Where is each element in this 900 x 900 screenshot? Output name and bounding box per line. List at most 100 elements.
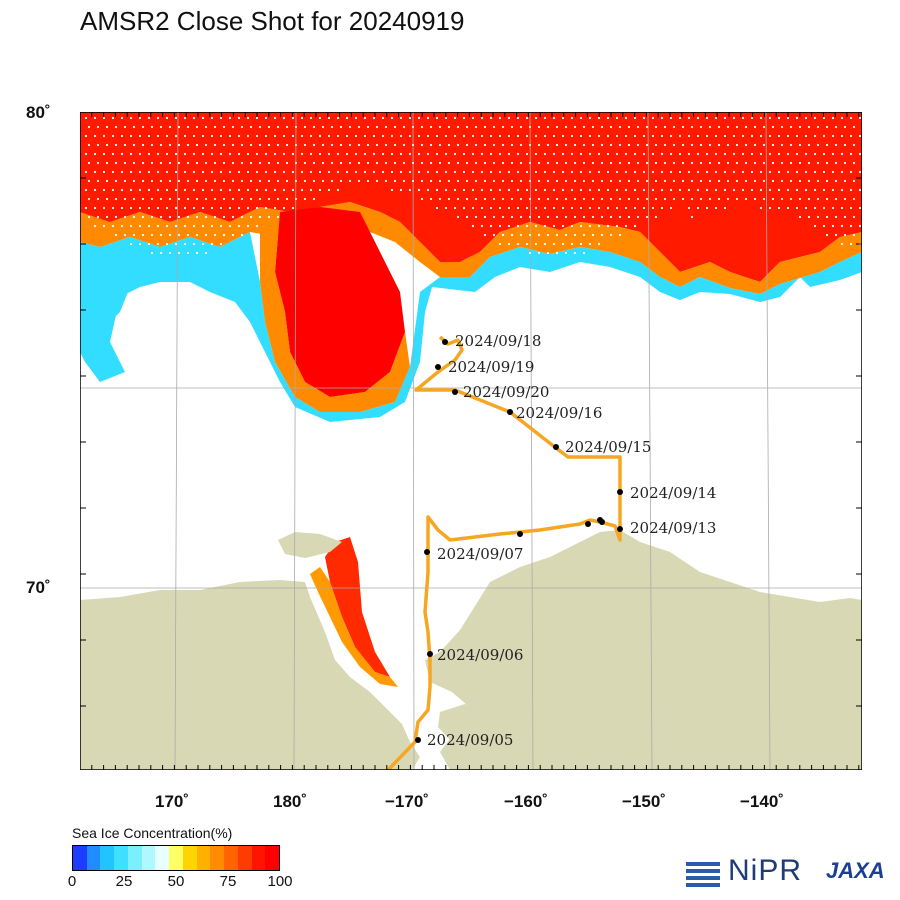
ice-dot [561,134,565,138]
ice-dot [123,197,127,201]
ice-dot [267,143,271,147]
ice-dot [753,179,757,183]
ice-dot [579,206,583,210]
ice-dot [537,197,541,201]
ice-dot [258,161,262,165]
ice-dot [240,143,244,147]
ice-dot [84,134,88,138]
ice-dot [282,188,286,192]
ice-dot [345,170,349,174]
ice-dot [438,179,442,183]
ice-dot [420,161,424,165]
ice-dot [462,116,466,120]
ice-dot [498,242,502,246]
track-point-marker [517,531,523,537]
ice-dot [435,152,439,156]
ice-dot [480,188,484,192]
ice-dot [372,134,376,138]
ice-dot [822,152,826,156]
ice-dot [258,179,262,183]
ice-dot [834,197,838,201]
ice-dot [723,134,727,138]
legend-color-cell [114,846,128,870]
ice-dot [597,134,601,138]
ice-dot [309,116,313,120]
ice-dot [228,152,232,156]
ice-dot [258,143,262,147]
ice-dot [318,188,322,192]
ice-dot [678,170,682,174]
ice-dot [759,116,763,120]
ice-dot [480,116,484,120]
ice-dot [255,206,259,210]
ice-dot [273,134,277,138]
ice-dot [240,125,244,129]
ice-dot [219,170,223,174]
ice-dot [588,116,592,120]
ice-dot [402,179,406,183]
ice-dot [105,161,109,165]
ice-dot [714,134,718,138]
ice-dot [393,179,397,183]
ice-dot [132,215,136,219]
ice-dot [150,161,154,165]
ice-dot [237,170,241,174]
ice-dot [210,170,214,174]
ice-dot [762,143,766,147]
ice-dot [300,116,304,120]
ice-dot [825,125,829,129]
ice-dot [381,134,385,138]
ice-dot [264,116,268,120]
ice-dot [516,116,520,120]
ice-dot [525,152,529,156]
ice-dot [582,215,586,219]
ice-dot [399,116,403,120]
ice-dot [807,125,811,129]
ice-dot [147,206,151,210]
ice-dot [753,125,757,129]
ice-dot [183,134,187,138]
ice-dot [417,170,421,174]
ice-dot [93,152,97,156]
ice-dot [123,179,127,183]
ice-dot [678,134,682,138]
ice-dot [813,206,817,210]
ice-dot [483,125,487,129]
ice-dot [591,125,595,129]
ice-dot [537,233,541,237]
ice-dot [795,116,799,120]
ice-dot [579,224,583,228]
legend-color-cell [251,846,266,870]
ice-dot [489,134,493,138]
ice-dot [186,233,190,237]
ice-dot [453,152,457,156]
map-area[interactable] [80,112,862,770]
ice-dot [597,224,601,228]
ice-dot [717,125,721,129]
ice-dot [516,152,520,156]
ice-dot [723,170,727,174]
ice-dot [516,188,520,192]
ice-dot [420,143,424,147]
ice-dot [750,116,754,120]
ice-dot [849,170,853,174]
ice-dot [447,197,451,201]
ice-dot [624,134,628,138]
ice-dot [111,116,115,120]
track-point-marker [415,737,421,743]
ice-dot [120,206,124,210]
ice-dot [114,215,118,219]
ice-dot [282,152,286,156]
ice-dot [111,134,115,138]
ice-dot [363,170,367,174]
ice-dot [309,188,313,192]
ice-dot [375,143,379,147]
ice-dot [741,170,745,174]
ice-dot [303,143,307,147]
ice-dot [195,197,199,201]
ice-dot [129,116,133,120]
track-point-marker [553,444,559,450]
ice-dot [300,170,304,174]
ice-dot [780,125,784,129]
ice-dot [852,125,856,129]
